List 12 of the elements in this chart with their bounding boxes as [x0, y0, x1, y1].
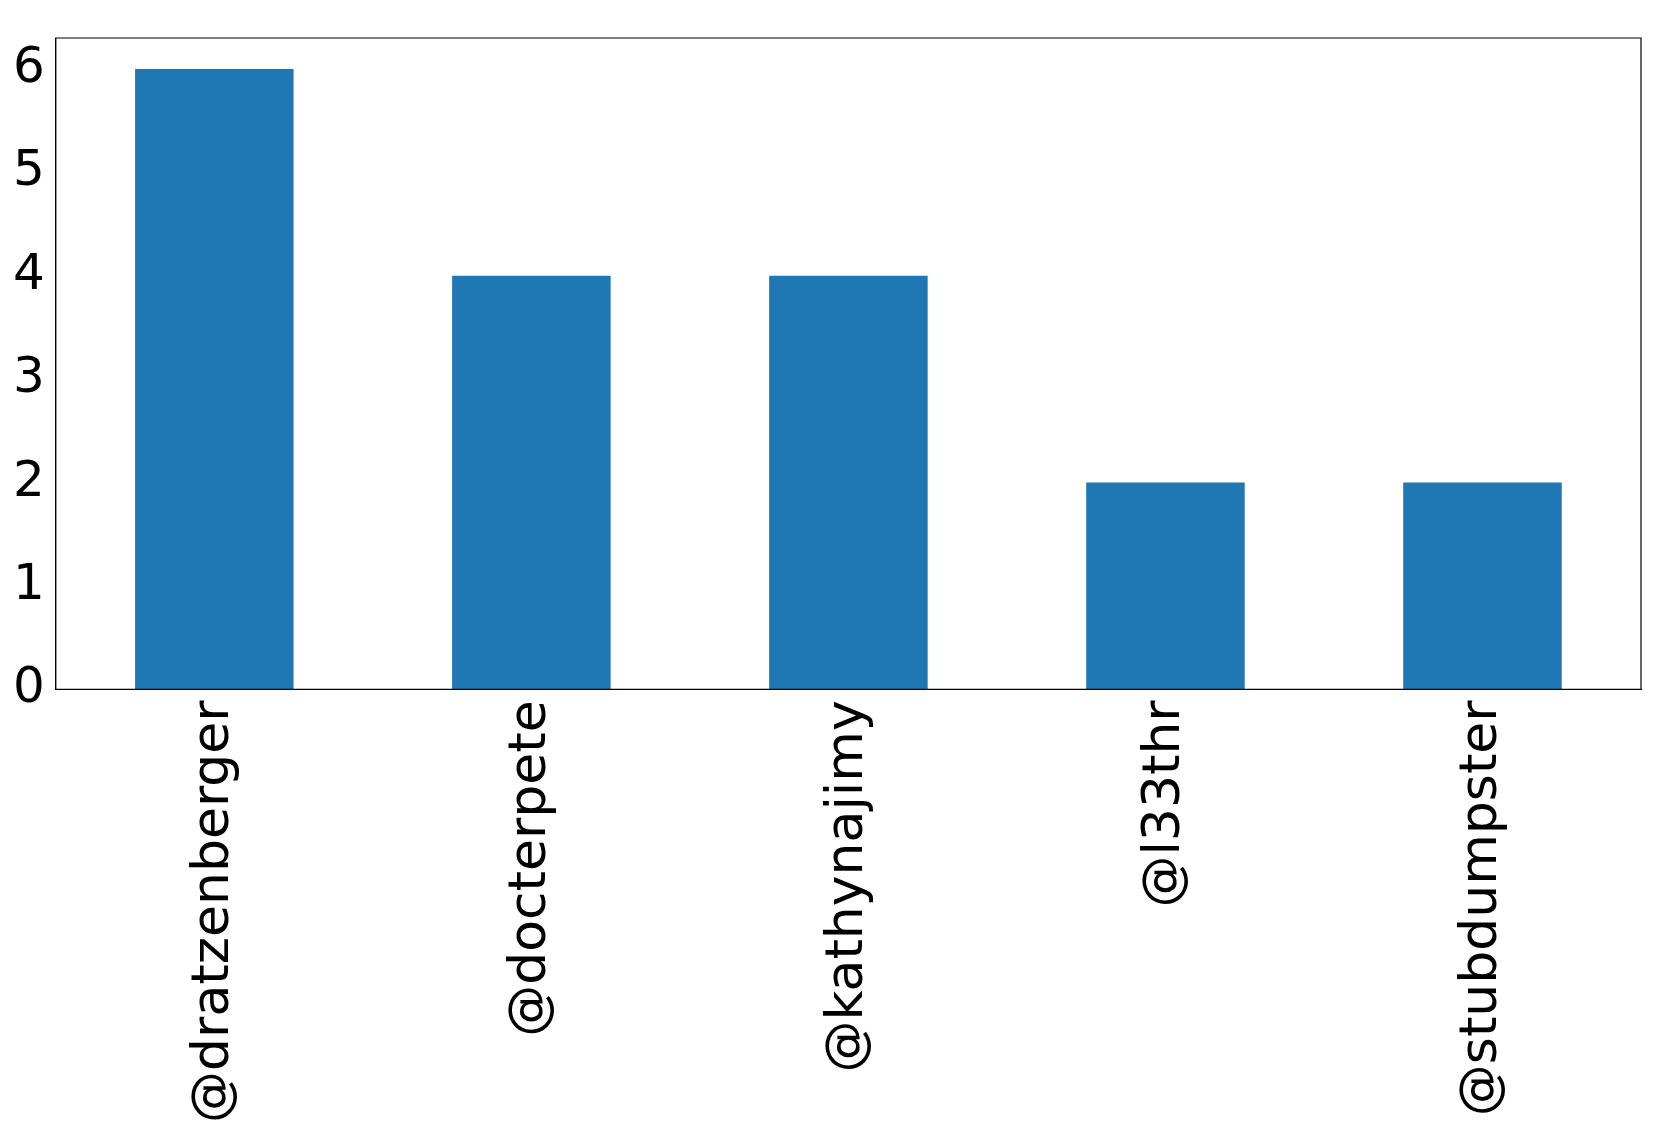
x-tick-label: @stubdumpster	[1448, 699, 1508, 1117]
x-tick-label: @l33thr	[1130, 699, 1191, 908]
y-tick-label: 4	[13, 242, 45, 301]
x-tick-label: @docterpete	[496, 700, 557, 1037]
y-tick-label: 3	[13, 346, 45, 405]
y-tick-label: 5	[13, 139, 45, 198]
y-tick-label: 2	[13, 449, 45, 508]
x-tick-label: @kathynajimy	[813, 700, 874, 1073]
y-tick-label: 0	[13, 656, 45, 715]
x-tick-label: @dratzenberger	[179, 699, 240, 1124]
y-tick-label: 6	[13, 36, 45, 94]
y-tick-label: 1	[13, 552, 45, 611]
